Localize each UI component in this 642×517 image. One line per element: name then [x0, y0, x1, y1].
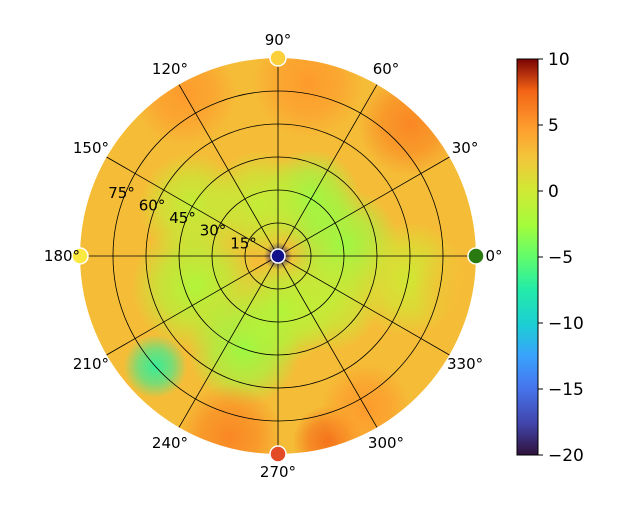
heatmap-blob: [176, 383, 283, 454]
colorbar: 10 5 0 −5 −10 −15 −20: [516, 50, 584, 466]
edge-markers: [71, 49, 485, 463]
angular-grid-line: [178, 255, 279, 428]
colorbar-gradient: [516, 58, 539, 456]
angular-tick-label: 210°: [73, 355, 109, 373]
angular-grid-line: [178, 84, 279, 257]
angular-grid-line: [277, 84, 378, 257]
angular-tick-label: 60°: [373, 60, 400, 78]
colorbar-tick-label: 5: [548, 116, 559, 136]
colorbar-tick-label: −10: [548, 314, 584, 334]
heatmap-blob: [252, 58, 365, 139]
edge-marker: [269, 445, 287, 463]
angular-tick-label: 300°: [368, 434, 404, 452]
colorbar-tick-label: −15: [548, 380, 584, 400]
angular-tick-label: 330°: [447, 355, 483, 373]
polar-grid: [80, 58, 476, 454]
angular-grid-line: [277, 255, 450, 356]
angular-tick-label: 120°: [152, 60, 188, 78]
colorbar-tick-label: −5: [548, 248, 573, 268]
angular-grid-line: [106, 255, 279, 356]
angular-grid-line: [277, 255, 378, 428]
angular-tick-label: 30°: [452, 139, 479, 157]
angular-grid-line: [277, 156, 450, 257]
tick-labels: 0° 30° 60° 90° 120° 150° 180° 210° 240° 270° 300° 3…: [44, 31, 503, 481]
angular-tick-label: 0°: [485, 247, 502, 265]
radial-tick-label: 60°: [139, 196, 166, 214]
edge-marker: [269, 49, 287, 67]
angular-tick-label: 180°: [44, 247, 80, 265]
angular-tick-label: 270°: [260, 463, 296, 481]
angular-grid-line: [106, 156, 279, 257]
angular-tick-label: 90°: [265, 31, 292, 49]
edge-marker: [467, 247, 485, 265]
radial-tick-label: 45°: [169, 209, 196, 227]
angular-tick-label: 240°: [152, 434, 188, 452]
radial-tick-label: 30°: [200, 222, 227, 240]
radial-tick-label: 15°: [230, 234, 257, 252]
radial-tick-label: 75°: [108, 184, 135, 202]
heatmap-blob: [357, 70, 464, 177]
center-marker: [270, 248, 286, 264]
colorbar-ticks: 10 5 0 −5 −10 −15 −20: [538, 50, 584, 466]
colorbar-tick-label: 0: [548, 182, 559, 202]
edge-marker: [71, 247, 89, 265]
colorbar-tick-label: −20: [548, 446, 584, 466]
colorbar-tick-label: 10: [548, 50, 570, 70]
heatmap-blob: [412, 239, 476, 338]
angular-tick-label: 150°: [73, 139, 109, 157]
